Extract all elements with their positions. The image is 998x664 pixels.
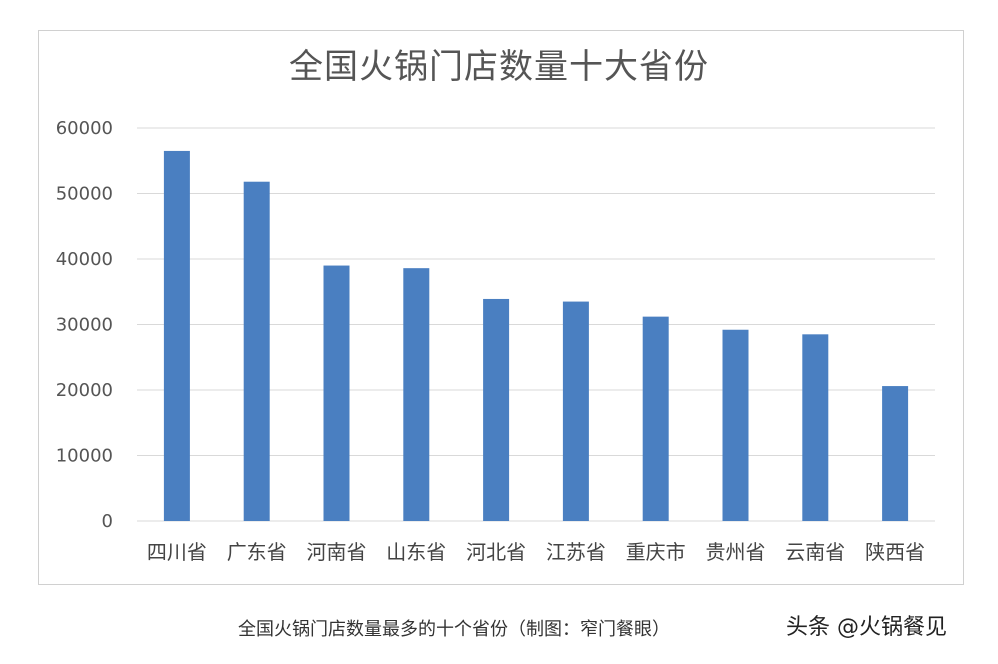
bar-9	[882, 386, 909, 521]
x-category-label: 四川省	[147, 540, 207, 564]
bar-1	[243, 181, 270, 521]
x-category-label: 云南省	[785, 540, 845, 564]
y-tick-label: 0	[102, 511, 113, 532]
x-axis-labels: 四川省 广东省 河南省 山东省 河北省 江苏省 重庆市 贵州省 云南省 陕西省	[147, 540, 925, 564]
bar-chart: 0 10000 20000 30000 40000 50000 60000 四川省 广东省 河南…	[56, 118, 935, 564]
gridlines	[137, 127, 935, 522]
x-category-label: 江苏省	[546, 540, 606, 564]
bar-4	[483, 298, 510, 521]
x-category-label: 河北省	[466, 540, 526, 564]
chart-title: 全国火锅门店数量十大省份	[289, 47, 709, 87]
bar-5	[562, 301, 589, 521]
bar-2	[323, 265, 350, 521]
y-tick-label: 30000	[56, 315, 113, 336]
x-category-label: 陕西省	[865, 540, 925, 564]
bars	[163, 150, 909, 522]
x-category-label: 广东省	[227, 540, 287, 564]
y-tick-label: 10000	[56, 446, 113, 467]
bar-6	[642, 316, 669, 521]
y-tick-label: 40000	[56, 249, 113, 270]
y-tick-label: 20000	[56, 380, 113, 401]
bar-0	[163, 150, 190, 522]
y-tick-label: 60000	[56, 118, 113, 139]
bar-3	[403, 268, 430, 521]
x-category-label: 重庆市	[626, 540, 686, 564]
x-category-label: 贵州省	[706, 540, 766, 564]
y-tick-label: 50000	[56, 184, 113, 205]
bar-8	[802, 334, 829, 521]
bar-7	[722, 329, 749, 521]
x-category-label: 河南省	[307, 540, 367, 564]
y-axis-ticks: 0 10000 20000 30000 40000 50000 60000	[56, 118, 113, 532]
x-category-label: 山东省	[386, 540, 446, 564]
source-watermark: 头条 @火锅餐见	[786, 615, 947, 640]
figure-caption: 全国火锅门店数量最多的十个省份（制图：窄门餐眼）	[238, 619, 670, 640]
